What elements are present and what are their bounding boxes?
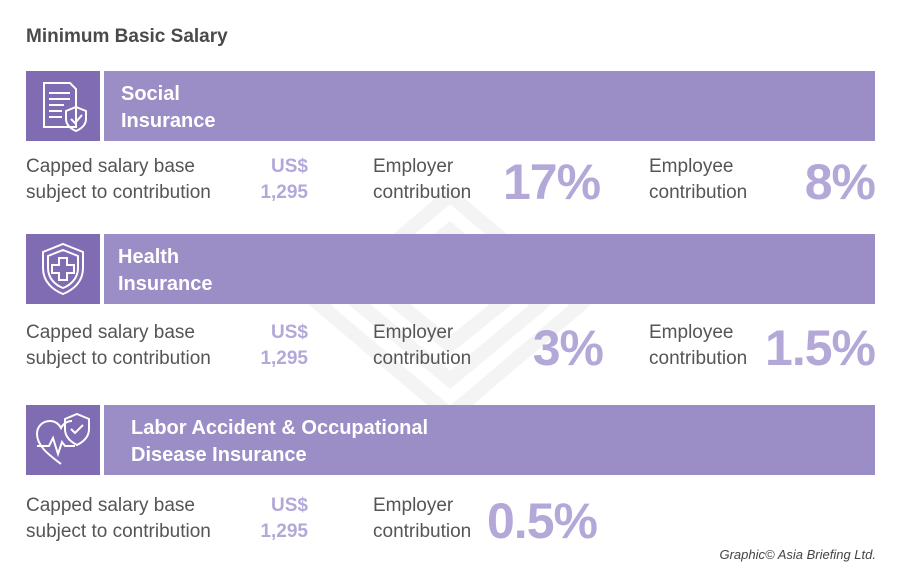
section-name-line2: Insurance	[118, 273, 213, 295]
employer-label-line1: Employer	[373, 322, 454, 343]
section-name-line2: Disease Insurance	[131, 444, 307, 466]
banner-divider	[100, 405, 104, 475]
section-name-line1: Labor Accident & Occupational	[131, 417, 429, 439]
employer-percentage: 0.5%	[487, 493, 598, 549]
cap-label-line2: subject to contribution	[26, 348, 211, 369]
watermark-logo-icon	[309, 185, 591, 425]
employee-label: Employee contribution	[649, 320, 747, 372]
currency: US$	[271, 322, 308, 343]
heart-shield-icon	[35, 412, 90, 465]
employer-label: Employer contribution	[373, 154, 471, 206]
cap-label-line1: Capped salary base	[26, 156, 195, 177]
capped-amount: US$ 1,295	[240, 154, 308, 206]
employer-label-line2: contribution	[373, 182, 472, 203]
cap-label: Capped salary base subject to contributi…	[26, 320, 211, 372]
currency: US$	[271, 156, 308, 177]
currency: US$	[271, 495, 308, 516]
section-name-line1: Health	[118, 246, 180, 268]
capped-amount: US$ 1,295	[240, 493, 308, 545]
amount-value: 1,295	[260, 521, 308, 542]
employee-label-line2: contribution	[649, 348, 748, 369]
graphic-credit: Graphic© Asia Briefing Ltd.	[719, 547, 876, 562]
employer-percentage: 3%	[532, 320, 604, 376]
banner-divider	[100, 71, 104, 141]
employee-percentage: 1.5%	[765, 320, 876, 376]
page-title: Minimum Basic Salary	[26, 26, 228, 47]
employee-percentage: 8%	[804, 154, 876, 210]
cap-label-line1: Capped salary base	[26, 322, 195, 343]
health-insurance-icon-box	[26, 234, 100, 304]
labor-accident-icon-box	[26, 405, 100, 475]
health-insurance-banner: Health Insurance	[26, 234, 875, 304]
cap-label-line2: subject to contribution	[26, 182, 211, 203]
employer-label-line1: Employer	[373, 156, 454, 177]
employer-percentage: 17%	[503, 154, 601, 210]
employer-label-line2: contribution	[373, 348, 472, 369]
employer-label: Employer contribution	[373, 493, 471, 545]
employer-label-line2: contribution	[373, 521, 472, 542]
employer-label: Employer contribution	[373, 320, 471, 372]
cap-label: Capped salary base subject to contributi…	[26, 154, 211, 206]
employee-label-line1: Employee	[649, 322, 734, 343]
social-insurance-banner: Social Insurance	[26, 71, 875, 141]
social-insurance-icon-box	[26, 71, 100, 141]
employee-label-line1: Employee	[649, 156, 734, 177]
labor-accident-banner: Labor Accident & Occupational Disease In…	[26, 405, 875, 475]
employee-label: Employee contribution	[649, 154, 747, 206]
social-insurance-title: Social Insurance	[121, 81, 215, 135]
employee-label-line2: contribution	[649, 182, 748, 203]
cap-label-line2: subject to contribution	[26, 521, 211, 542]
health-insurance-title: Health Insurance	[118, 244, 212, 298]
capped-amount: US$ 1,295	[240, 320, 308, 372]
banner-divider	[100, 234, 104, 304]
section-name-line1: Social	[121, 83, 180, 105]
amount-value: 1,295	[260, 182, 308, 203]
section-name-line2: Insurance	[121, 110, 216, 132]
labor-accident-title: Labor Accident & Occupational Disease In…	[131, 415, 428, 469]
cap-label: Capped salary base subject to contributi…	[26, 493, 211, 545]
document-shield-icon	[43, 82, 87, 133]
employer-label-line1: Employer	[373, 495, 454, 516]
medical-shield-icon	[42, 242, 84, 296]
amount-value: 1,295	[260, 348, 308, 369]
cap-label-line1: Capped salary base	[26, 495, 195, 516]
